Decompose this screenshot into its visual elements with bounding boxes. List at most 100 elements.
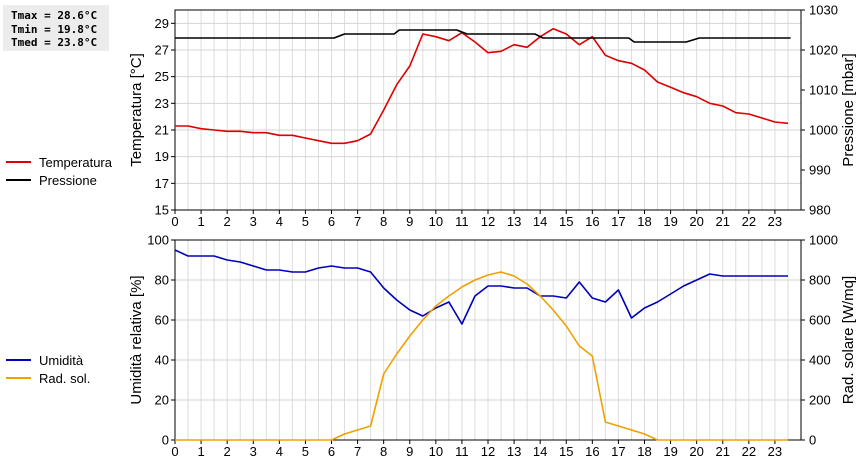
stat-tmax: Tmax = 28.6°C [11, 9, 98, 22]
bottom-x-tick-label: 22 [742, 444, 756, 459]
top-x-tick-label: 10 [429, 214, 443, 229]
top-y-tick-label: 19 [155, 149, 169, 164]
top-x-tick-label: 1 [197, 214, 204, 229]
top-x-tick-label: 8 [380, 214, 387, 229]
legend-item-temperatura: Temperatura [6, 153, 112, 171]
bottom-x-tick-label: 0 [171, 444, 178, 459]
top-x-tick-label: 3 [250, 214, 257, 229]
top-x-tick-label: 19 [663, 214, 677, 229]
top-series-pressione-line [175, 29, 791, 43]
legend-label-temperatura: Temperatura [39, 154, 112, 170]
bottom-y2-tick-label: 1000 [809, 233, 838, 248]
top-y-tick-label: 25 [155, 69, 169, 84]
legend-label-rad-sol: Rad. sol. [39, 370, 91, 386]
bottom-y-tick-label: 60 [155, 313, 169, 328]
bottom-y2-tick-label: 0 [809, 433, 816, 448]
legend-swatch-temperatura [6, 161, 31, 163]
bottom-x-tick-label: 7 [354, 444, 361, 459]
bottom-x-tick-label: 20 [689, 444, 703, 459]
top-x-tick-label: 2 [224, 214, 231, 229]
bottom-x-tick-label: 12 [481, 444, 495, 459]
bottom-y2-tick-label: 800 [809, 273, 831, 288]
bottom-x-tick-label: 3 [250, 444, 257, 459]
stat-tmed: Tmed = 23.8°C [11, 36, 98, 49]
bottom-x-tick-label: 23 [768, 444, 782, 459]
bottom-y-tick-label: 0 [162, 433, 169, 448]
bottom-y-tick-label: 40 [155, 353, 169, 368]
legend-label-pressione: Pressione [39, 172, 97, 188]
stats-box: Tmax = 28.6°C Tmin = 19.8°C Tmed = 23.8°… [3, 5, 109, 51]
bottom-y-tick-label: 100 [147, 233, 169, 248]
bottom-x-tick-label: 17 [611, 444, 625, 459]
legend-item-pressione: Pressione [6, 171, 112, 189]
top-series-temperatura-line [175, 27, 789, 145]
legend-top: Temperatura Pressione [6, 153, 112, 189]
bottom-x-tick-label: 21 [716, 444, 730, 459]
bottom-y2-tick-label: 200 [809, 393, 831, 408]
top-x-tick-label: 0 [171, 214, 178, 229]
bottom-x-tick-label: 8 [380, 444, 387, 459]
legend-item-umidita: Umidità [6, 351, 90, 369]
top-x-tick-label: 18 [637, 214, 651, 229]
bottom-x-tick-label: 14 [533, 444, 547, 459]
bottom-x-tick-label: 15 [559, 444, 573, 459]
top-y-tick-label: 23 [155, 96, 169, 111]
top-x-tick-label: 9 [406, 214, 413, 229]
top-x-tick-label: 17 [611, 214, 625, 229]
top-ylabel: Temperatura [°C] [128, 53, 145, 167]
bottom-x-tick-label: 18 [637, 444, 651, 459]
top-x-tick-label: 6 [328, 214, 335, 229]
top-x-tick-label: 22 [742, 214, 756, 229]
bottom-y-tick-label: 80 [155, 273, 169, 288]
bottom-x-tick-label: 1 [197, 444, 204, 459]
top-y-tick-label: 27 [155, 43, 169, 58]
top-y-tick-label: 21 [155, 123, 169, 138]
bottom-series-rad-sol-line [175, 271, 788, 441]
top-x-tick-label: 12 [481, 214, 495, 229]
stat-tmin: Tmin = 19.8°C [11, 22, 98, 36]
bottom-ylabel: Umidità relativa [%] [128, 275, 145, 404]
bottom-y2-tick-label: 600 [809, 313, 831, 328]
top-y2label: Pressione [mbar] [840, 53, 857, 166]
top-y2-tick-label: 1000 [809, 123, 838, 138]
top-y2-tick-label: 1020 [809, 43, 838, 58]
bottom-x-tick-label: 19 [663, 444, 677, 459]
top-x-tick-label: 7 [354, 214, 361, 229]
bottom-x-tick-label: 2 [224, 444, 231, 459]
top-y2-tick-label: 990 [809, 163, 831, 178]
top-x-tick-label: 5 [302, 214, 309, 229]
top-x-tick-label: 13 [507, 214, 521, 229]
bottom-y2-tick-label: 400 [809, 353, 831, 368]
bottom-series-umidit-line [174, 249, 788, 325]
top-y2-tick-label: 1030 [809, 3, 838, 18]
bottom-x-tick-label: 10 [429, 444, 443, 459]
top-y2-tick-label: 980 [809, 203, 831, 218]
legend-item-rad-sol: Rad. sol. [6, 369, 90, 387]
top-x-tick-label: 21 [716, 214, 730, 229]
bottom-x-tick-label: 6 [328, 444, 335, 459]
top-y2-tick-label: 1010 [809, 83, 838, 98]
bottom-y-tick-label: 20 [155, 393, 169, 408]
top-y-tick-label: 29 [155, 16, 169, 31]
top-y-tick-label: 17 [155, 176, 169, 191]
top-y-tick-label: 15 [155, 203, 169, 218]
legend-swatch-pressione [6, 179, 31, 181]
legend-swatch-umidita [6, 359, 31, 361]
top-x-tick-label: 23 [768, 214, 782, 229]
bottom-x-tick-label: 11 [455, 444, 469, 459]
bottom-x-tick-label: 9 [406, 444, 413, 459]
bottom-x-tick-label: 5 [302, 444, 309, 459]
top-x-tick-label: 20 [689, 214, 703, 229]
bottom-x-tick-label: 16 [585, 444, 599, 459]
legend-bottom: Umidità Rad. sol. [6, 351, 90, 387]
top-x-tick-label: 14 [533, 214, 547, 229]
legend-label-umidita: Umidità [39, 352, 84, 368]
bottom-y2label: Rad. solare [W/mq] [840, 276, 857, 404]
legend-swatch-rad-sol [6, 377, 31, 379]
top-x-tick-label: 11 [455, 214, 469, 229]
top-x-tick-label: 15 [559, 214, 573, 229]
top-x-tick-label: 4 [276, 214, 283, 229]
bottom-x-tick-label: 4 [276, 444, 283, 459]
bottom-x-tick-label: 13 [507, 444, 521, 459]
